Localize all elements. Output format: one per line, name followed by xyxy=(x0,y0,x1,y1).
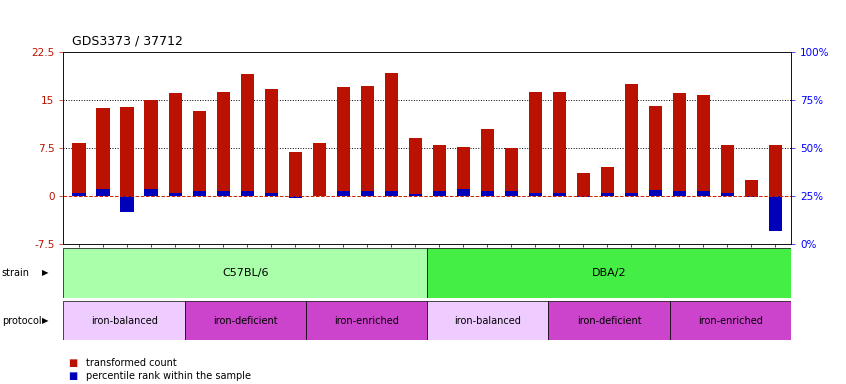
Bar xyxy=(769,145,782,196)
Bar xyxy=(721,193,734,196)
Bar xyxy=(432,191,446,196)
Bar xyxy=(73,193,85,196)
Bar xyxy=(552,92,566,196)
Text: ■: ■ xyxy=(68,358,77,368)
Bar xyxy=(337,87,349,196)
Bar xyxy=(577,196,590,197)
Bar xyxy=(337,191,349,196)
Text: iron-balanced: iron-balanced xyxy=(91,316,157,326)
Bar xyxy=(265,89,277,196)
Bar xyxy=(548,301,670,340)
Bar xyxy=(193,111,206,196)
Bar xyxy=(670,301,791,340)
Text: ▶: ▶ xyxy=(42,268,49,277)
Bar xyxy=(601,167,614,196)
Bar xyxy=(427,248,791,298)
Bar xyxy=(193,191,206,196)
Bar xyxy=(697,95,710,196)
Bar xyxy=(624,84,638,196)
Bar xyxy=(184,301,306,340)
Bar xyxy=(577,174,590,196)
Text: iron-enriched: iron-enriched xyxy=(334,316,399,326)
Text: GDS3373 / 37712: GDS3373 / 37712 xyxy=(72,35,183,48)
Bar xyxy=(96,189,110,196)
Bar xyxy=(505,191,518,196)
Bar xyxy=(744,196,758,197)
Bar xyxy=(120,196,134,212)
Bar xyxy=(457,147,470,196)
Bar xyxy=(217,191,230,196)
Bar xyxy=(697,191,710,196)
Text: strain: strain xyxy=(2,268,30,278)
Text: percentile rank within the sample: percentile rank within the sample xyxy=(86,371,251,381)
Bar xyxy=(552,193,566,196)
Bar xyxy=(73,143,85,196)
Bar xyxy=(624,193,638,196)
Text: iron-deficient: iron-deficient xyxy=(577,316,641,326)
Bar xyxy=(601,193,614,196)
Bar xyxy=(240,191,254,196)
Bar xyxy=(649,190,662,196)
Bar xyxy=(360,86,374,196)
Bar xyxy=(744,180,758,196)
Bar xyxy=(217,92,230,196)
Bar xyxy=(427,301,548,340)
Bar xyxy=(649,106,662,196)
Bar xyxy=(145,100,157,196)
Text: transformed count: transformed count xyxy=(86,358,177,368)
Text: protocol: protocol xyxy=(2,316,41,326)
Bar xyxy=(63,301,184,340)
Bar xyxy=(481,129,494,196)
Bar xyxy=(63,248,427,298)
Bar xyxy=(385,73,398,196)
Bar xyxy=(457,189,470,196)
Bar xyxy=(529,193,542,196)
Text: iron-enriched: iron-enriched xyxy=(698,316,763,326)
Bar xyxy=(240,74,254,196)
Text: ▶: ▶ xyxy=(42,316,49,325)
Bar xyxy=(265,193,277,196)
Bar xyxy=(481,191,494,196)
Bar xyxy=(96,108,110,196)
Bar xyxy=(306,301,427,340)
Bar xyxy=(168,193,182,196)
Text: DBA/2: DBA/2 xyxy=(592,268,626,278)
Bar xyxy=(360,191,374,196)
Bar xyxy=(409,194,422,196)
Text: iron-deficient: iron-deficient xyxy=(213,316,277,326)
Text: iron-balanced: iron-balanced xyxy=(454,316,521,326)
Bar xyxy=(145,189,157,196)
Bar xyxy=(288,152,302,196)
Bar xyxy=(721,145,734,196)
Bar xyxy=(120,107,134,196)
Bar xyxy=(529,92,542,196)
Bar xyxy=(168,93,182,196)
Bar xyxy=(673,191,686,196)
Bar xyxy=(409,138,422,196)
Bar xyxy=(769,196,782,231)
Bar xyxy=(505,148,518,196)
Text: ■: ■ xyxy=(68,371,77,381)
Bar xyxy=(312,143,326,196)
Bar xyxy=(673,93,686,196)
Bar xyxy=(385,191,398,196)
Bar xyxy=(432,145,446,196)
Bar xyxy=(288,196,302,198)
Text: C57BL/6: C57BL/6 xyxy=(222,268,268,278)
